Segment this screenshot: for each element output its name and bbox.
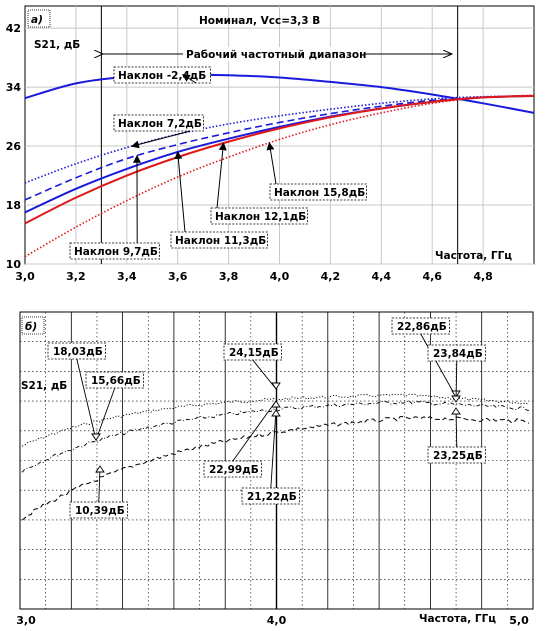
x-tick-label: 3,0	[16, 614, 36, 627]
marker-label: 23,84дБ	[433, 348, 483, 360]
panel-a-x-ticks: 3,0 3,2 3,4 3,6 3,8 4,0 4,2 4,4 4,6 4,8	[15, 270, 493, 283]
annotation-box	[170, 231, 268, 249]
annotation-box	[210, 207, 308, 225]
panel-a-tag: а)	[31, 14, 43, 26]
series-line-5	[24, 94, 535, 225]
y-tick-label: 18	[6, 199, 21, 212]
marker-leader	[76, 358, 97, 441]
x-tick-label: 3,2	[66, 270, 86, 283]
annotation-label: Наклон 11,3дБ	[175, 235, 266, 247]
series-line-3	[24, 95, 535, 201]
annotation-arrow	[266, 141, 277, 185]
panel-b-tag: б)	[25, 321, 37, 333]
x-tick-label: 4,6	[422, 270, 442, 283]
annotation-box	[269, 183, 367, 201]
series-line-2	[24, 95, 535, 184]
series-line-6	[24, 94, 535, 258]
marker-label: 21,22дБ	[247, 491, 297, 503]
x-tick-label: 5,0	[509, 614, 529, 627]
y-tick-label: 34	[6, 81, 22, 94]
annotation-label: Наклон -2,4дБ	[118, 70, 206, 82]
marker-leader	[252, 359, 277, 390]
panel-b-markers: 18,03дБ 15,66дБ 10,39дБ 24,15дБ 22,99дБ 21,22…	[47, 317, 486, 519]
annotation-arrow	[216, 142, 227, 209]
panel-a-title: Номинал, Vcc=3,3 В	[199, 15, 320, 27]
annotation-arrow	[174, 150, 186, 233]
panel-b-tag-box	[21, 316, 45, 335]
annotation-arrow	[130, 130, 191, 149]
marker-triangle	[95, 465, 105, 473]
marker-leader	[232, 400, 277, 462]
panel-a-y-ticks: 10 18 26 34 42	[6, 22, 22, 271]
panel-b-x-ticks: 3,0 4,0 5,0	[16, 614, 529, 627]
marker-triangle	[91, 433, 101, 441]
x-tick-label: 3,0	[15, 270, 35, 283]
panel-a-tag-box	[27, 9, 51, 28]
annotation-arrow	[181, 74, 197, 84]
marker-leader	[270, 409, 277, 489]
annotation-box	[69, 242, 160, 260]
marker-leader	[455, 407, 458, 448]
y-tick-label: 26	[6, 140, 22, 153]
panel-b-traces	[21, 393, 530, 521]
marker-label: 22,86дБ	[397, 321, 447, 333]
marker-triangle	[271, 400, 281, 408]
marker-triangle	[271, 382, 281, 390]
marker-triangle	[451, 407, 461, 415]
x-tick-label: 3,6	[168, 270, 188, 283]
annotation-label: Наклон 7,2дБ	[118, 118, 202, 130]
x-tick-label: 4,8	[473, 270, 493, 283]
x-tick-label: 3,8	[219, 270, 239, 283]
panel-a-ylabel: S21, дБ	[34, 39, 80, 51]
marker-label: 18,03дБ	[53, 346, 103, 358]
panel-a-annotations: Наклон -2,4дБ Наклон 7,2дБ Наклон 15,8дБ На…	[69, 66, 367, 260]
annotation-label: Наклон 9,7дБ	[74, 246, 158, 258]
marker-label: 22,99дБ	[209, 464, 259, 476]
marker-label: 23,25дБ	[433, 450, 483, 462]
panel-a-grid	[25, 6, 534, 265]
marker-label: 15,66дБ	[91, 375, 141, 387]
marker-label: 24,15дБ	[229, 347, 279, 359]
marker-triangle	[451, 395, 461, 403]
series-line-1	[24, 73, 535, 114]
panel-a-series	[24, 73, 535, 258]
marker-label: 10,39дБ	[75, 505, 125, 517]
y-tick-label: 42	[6, 22, 21, 35]
trace-line-3	[21, 415, 530, 521]
x-tick-label: 4,4	[372, 270, 392, 283]
annotation-label: Наклон 12,1дБ	[215, 211, 306, 223]
marker-leader	[420, 333, 457, 398]
annotation-label: Наклон 15,8дБ	[274, 187, 365, 199]
panel-b-xlabel: Частота, ГГц	[419, 613, 496, 625]
x-tick-label: 4,0	[267, 614, 287, 627]
panel-a-xlabel: Частота, ГГц	[435, 250, 512, 262]
panel-b-ylabel: S21, дБ	[21, 380, 67, 392]
marker-leader	[455, 360, 458, 403]
marker-triangle	[271, 409, 281, 417]
annotation-box	[113, 114, 204, 132]
x-tick-label: 4,0	[270, 270, 290, 283]
x-tick-label: 3,4	[117, 270, 137, 283]
panel-a: 3,0 3,2 3,4 3,6 3,8 4,0 4,2 4,4 4,6 4,8 10 18 26 34 4…	[6, 5, 535, 283]
band-label-bg	[183, 47, 365, 61]
marker-leader	[95, 387, 116, 441]
x-tick-label: 4,2	[321, 270, 341, 283]
y-tick-label: 10	[6, 258, 22, 271]
panel-b: 3,0 4,0 5,0 б) S21, дБ Частота, ГГц 18,03д…	[16, 311, 534, 627]
trace-line-2	[21, 400, 530, 473]
band-label: Рабочий частотный диапазон	[186, 49, 366, 61]
